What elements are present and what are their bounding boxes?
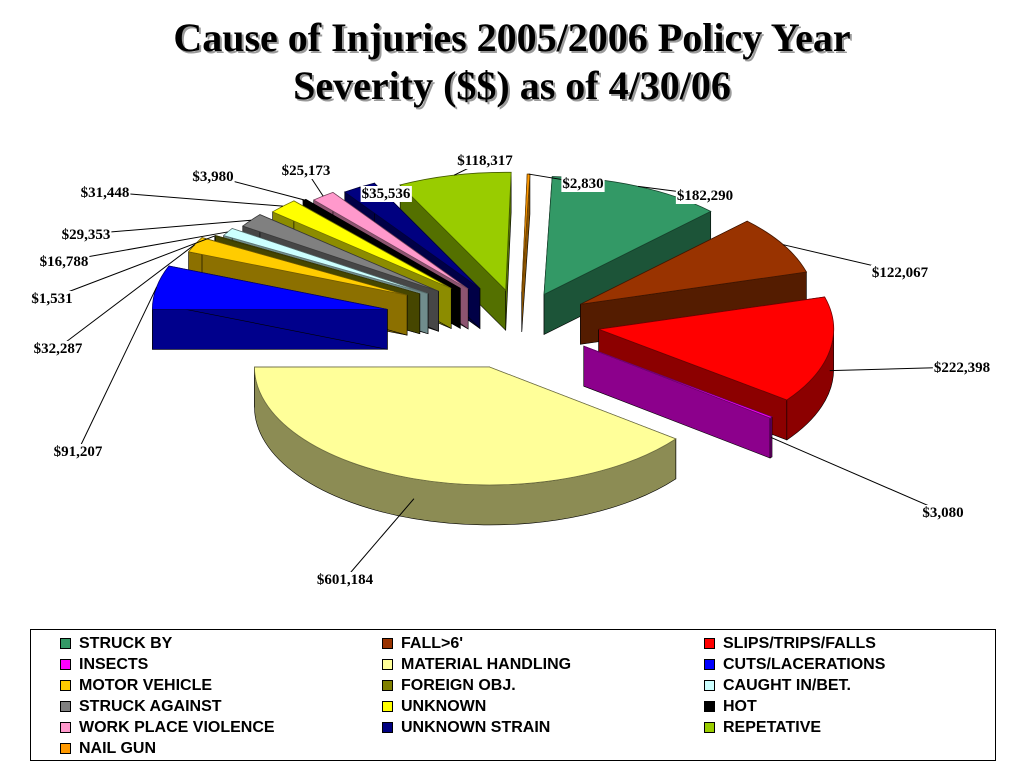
data-label: $2,830	[562, 176, 603, 192]
data-label-bg	[932, 360, 992, 376]
leader-line	[770, 436, 944, 513]
legend-label: REPETATIVE	[723, 718, 822, 736]
pie-chart: $182,290 $122,067 $222,398 $3,080 $601,184 $9…	[30, 153, 992, 588]
leader-line	[51, 235, 216, 299]
data-label-bg	[52, 444, 104, 460]
leader-line	[57, 244, 196, 349]
data-label-bg	[191, 169, 235, 185]
data-label-bg	[60, 227, 112, 243]
data-label: $31,448	[81, 185, 130, 201]
legend-swatch	[704, 701, 715, 712]
data-label-bg	[315, 572, 375, 588]
legend-swatch	[704, 680, 715, 691]
legend-label: INSECTS	[79, 655, 149, 673]
legend-label: CUTS/LACERATIONS	[723, 655, 886, 673]
data-label-bg	[79, 185, 131, 201]
leader-line	[77, 287, 157, 452]
legend-item: FOREIGN OBJ.	[382, 675, 704, 696]
legend-swatch	[60, 701, 71, 712]
legend-label: MOTOR VEHICLE	[79, 676, 213, 694]
data-label-bg	[32, 341, 84, 357]
data-label: $91,207	[54, 444, 103, 460]
legend-swatch	[60, 638, 71, 649]
pie-slice	[521, 173, 531, 333]
legend-swatch	[60, 722, 71, 733]
legend-item: CAUGHT IN/BET.	[704, 675, 1004, 696]
data-label-bg	[921, 505, 965, 521]
legend-label: SLIPS/TRIPS/FALLS	[723, 634, 876, 652]
legend-item: CUTS/LACERATIONS	[704, 654, 1004, 675]
legend-swatch	[382, 722, 393, 733]
data-label-bg	[561, 176, 605, 192]
legend-label: FOREIGN OBJ.	[401, 676, 516, 694]
legend-label: MATERIAL HANDLING	[401, 655, 572, 673]
chart-title: Cause of Injuries 2005/2006 Policy Year …	[0, 14, 1024, 110]
data-label-bg	[456, 153, 515, 169]
legend-swatch	[60, 743, 71, 754]
data-label: $222,398	[934, 360, 990, 376]
legend-swatch	[382, 659, 393, 670]
legend-label: UNKNOWN	[401, 697, 487, 715]
legend-item: STRUCK AGAINST	[60, 696, 382, 717]
data-label: $25,173	[282, 163, 331, 179]
pie-slice	[583, 345, 773, 459]
legend-label: UNKNOWN STRAIN	[401, 718, 551, 736]
legend-item: HOT	[704, 696, 1004, 717]
data-label: $3,080	[922, 505, 963, 521]
legend-item: MOTOR VEHICLE	[60, 675, 382, 696]
data-label-bg	[38, 254, 90, 270]
legend-item: REPETATIVE	[704, 717, 1004, 738]
data-label: $601,184	[317, 572, 374, 588]
legend-item: UNKNOWN STRAIN	[382, 717, 704, 738]
data-label: $29,353	[62, 227, 111, 243]
chart-title-line-2: Severity ($$) as of 4/30/06	[293, 63, 731, 108]
legend-item: MATERIAL HANDLING	[382, 654, 704, 675]
data-label-bg	[30, 291, 74, 307]
data-label: $182,290	[677, 188, 733, 204]
leader-line	[63, 231, 228, 262]
legend-swatch	[704, 638, 715, 649]
data-label: $35,536	[362, 186, 411, 202]
legend-swatch	[60, 680, 71, 691]
chart-title-line-1: Cause of Injuries 2005/2006 Policy Year	[173, 15, 851, 60]
legend-label: NAIL GUN	[79, 739, 157, 757]
pie-slice	[151, 265, 388, 350]
pie-slice	[254, 366, 677, 526]
data-label-bg	[360, 186, 412, 202]
legend-item: INSECTS	[60, 654, 382, 675]
legend-swatch	[382, 638, 393, 649]
legend-label: HOT	[723, 697, 757, 715]
leader-line	[344, 498, 415, 580]
leader-line	[104, 191, 283, 207]
data-label: $122,067	[872, 265, 929, 281]
data-label: $3,980	[192, 169, 233, 185]
data-label-bg	[675, 188, 735, 204]
leader-line	[85, 219, 252, 235]
legend-swatch	[382, 680, 393, 691]
legend-label: STRUCK BY	[79, 634, 173, 652]
data-label: $1,531	[31, 291, 72, 307]
legend-item: NAIL GUN	[60, 738, 382, 759]
legend-swatch	[704, 659, 715, 670]
data-label: $16,788	[40, 254, 89, 270]
data-label: $32,287	[34, 341, 83, 357]
legend-label: WORK PLACE VIOLENCE	[79, 718, 275, 736]
legend-item: FALL>6'	[382, 633, 704, 654]
legend-item: SLIPS/TRIPS/FALLS	[704, 633, 1004, 654]
legend-label: CAUGHT IN/BET.	[723, 676, 851, 694]
legend-label: STRUCK AGAINST	[79, 697, 222, 715]
legend-item: UNKNOWN	[382, 696, 704, 717]
legend-label: FALL>6'	[401, 634, 464, 652]
legend-swatch	[704, 722, 715, 733]
legend-item: WORK PLACE VIOLENCE	[60, 717, 382, 738]
legend-swatch	[382, 701, 393, 712]
legend-item: STRUCK BY	[60, 633, 382, 654]
legend-swatch	[60, 659, 71, 670]
chart-legend: STRUCK BY FALL>6' SLIPS/TRIPS/FALLS INSECTS…	[30, 629, 996, 761]
data-label-bg	[870, 265, 930, 281]
data-label: $118,317	[457, 153, 513, 169]
data-label-bg	[280, 163, 332, 179]
